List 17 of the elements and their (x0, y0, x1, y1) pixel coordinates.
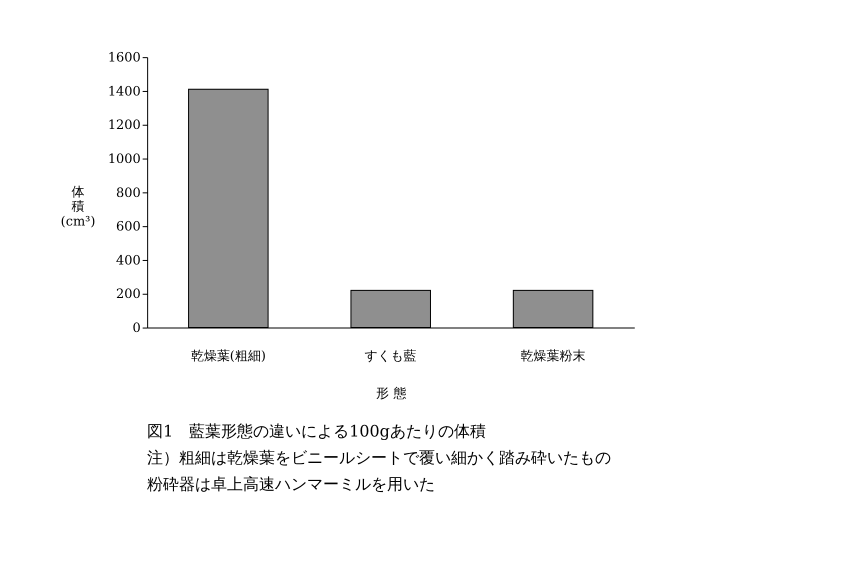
y-tick-label: 1600 (108, 50, 141, 66)
y-tick-label: 600 (116, 220, 141, 235)
x-tick-label: 乾燥葉粉末 (520, 348, 586, 364)
y-tick-label: 1200 (108, 118, 141, 134)
y-tick-label: 0 (132, 321, 141, 336)
text: 図1 藍葉形態の違いによる100gあたりの体積 (147, 421, 486, 440)
x-tick-label: 乾燥葉(粗細) (190, 348, 266, 364)
x-tick-label: すくも藍 (364, 348, 417, 364)
x-axis-title: 形 態 (376, 386, 406, 402)
y-tick-label: 200 (116, 287, 141, 302)
y-tick-label: 800 (116, 186, 141, 201)
y-axis-title: 体積(cm³) (60, 184, 96, 230)
text: 粉砕器は卓上高速ハンマーミルを用いた (147, 474, 436, 494)
y-tick-label: 1000 (108, 152, 141, 168)
y-tick-label: 1400 (108, 84, 141, 100)
text: 注）粗細は乾燥葉をビニールシートで覆い細かく踏み砕いたもの (147, 448, 612, 467)
y-tick-label: 400 (116, 253, 141, 268)
